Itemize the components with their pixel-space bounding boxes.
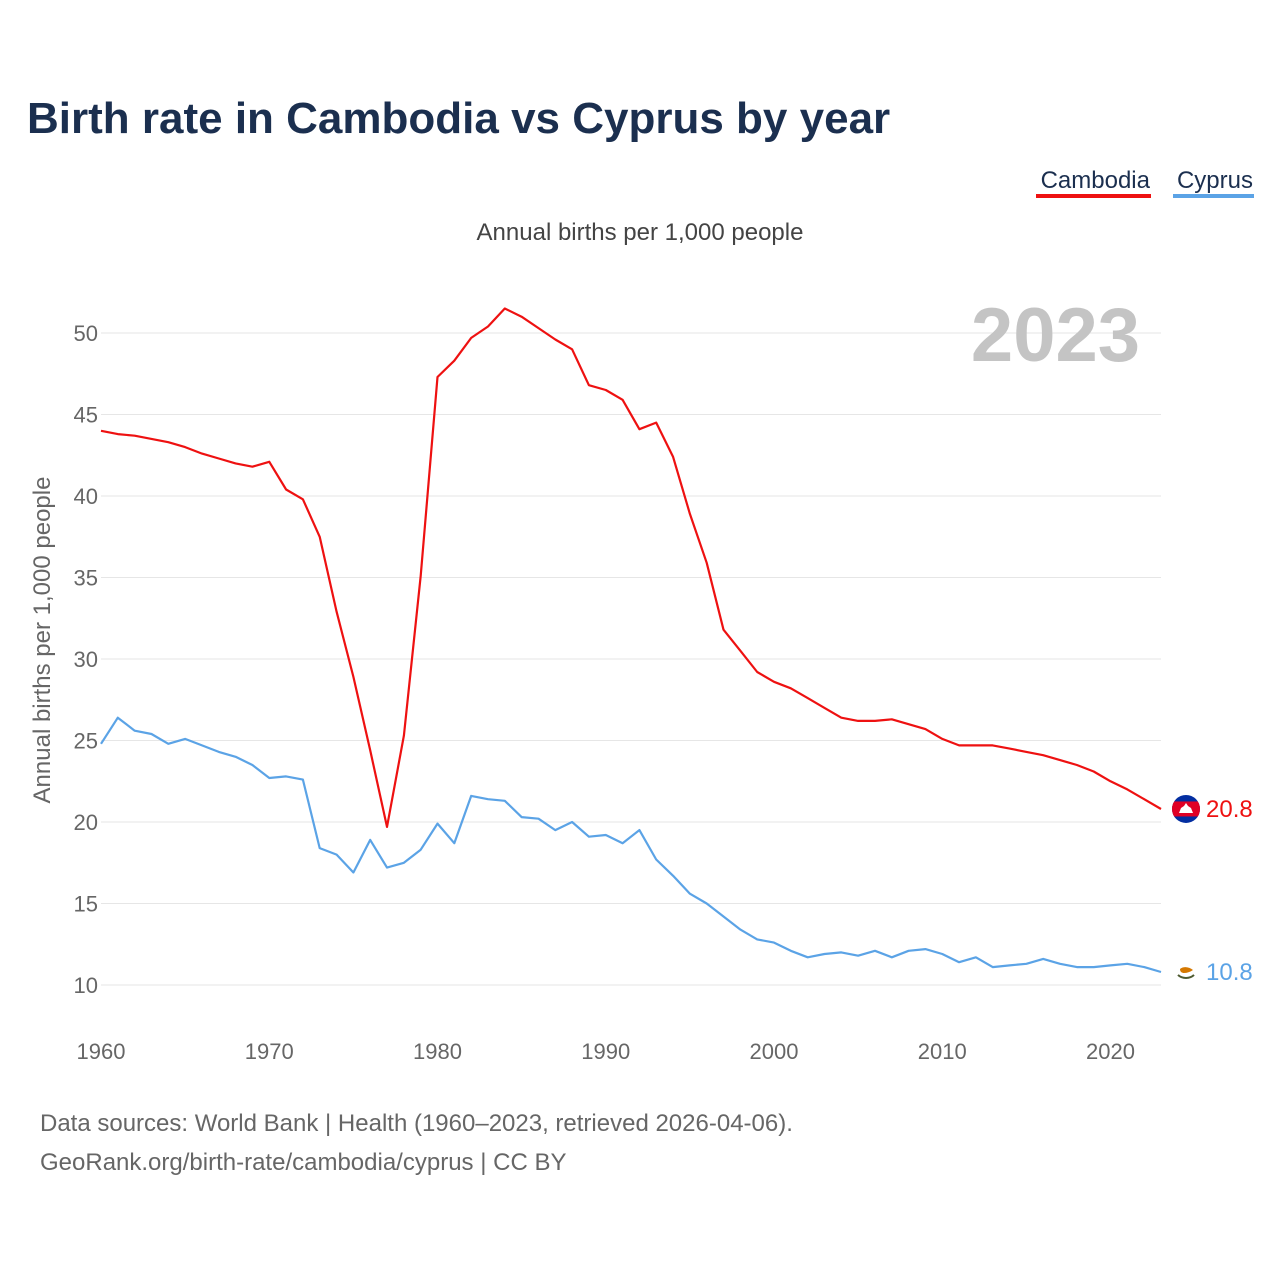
x-tick-1970: 1970 [245,1039,294,1064]
y-axis-ticks: 10 15 20 25 30 35 40 45 50 [74,321,98,998]
x-tick-1980: 1980 [413,1039,462,1064]
x-tick-2000: 2000 [750,1039,799,1064]
x-tick-2010: 2010 [918,1039,967,1064]
y-tick-35: 35 [74,566,98,591]
y-tick-25: 25 [74,729,98,754]
end-marker-cyprus: 10.8 [1172,957,1253,986]
legend: Cambodia Cyprus [1036,167,1254,198]
y-tick-40: 40 [74,484,98,509]
year-watermark: 2023 [971,293,1140,378]
legend-item-cambodia[interactable]: Cambodia [1036,167,1151,198]
cambodia-flag-icon [1172,794,1200,823]
y-axis-label: Annual births per 1,000 people [29,477,56,804]
source-line-1: Data sources: World Bank | Health (1960–… [40,1110,793,1137]
cyprus-flag-icon [1172,957,1200,986]
x-tick-1990: 1990 [581,1039,630,1064]
x-tick-1960: 1960 [77,1039,126,1064]
end-marker-cambodia: 20.8 [1172,794,1253,823]
source-line-2: GeoRank.org/birth-rate/cambodia/cyprus |… [40,1149,566,1176]
y-tick-20: 20 [74,810,98,835]
legend-label-cyprus[interactable]: Cyprus [1177,167,1253,194]
y-tick-30: 30 [74,647,98,672]
legend-item-cyprus[interactable]: Cyprus [1173,167,1254,198]
legend-swatch-cyprus [1173,194,1254,198]
series-line-cyprus [100,716,1162,974]
y-tick-15: 15 [74,892,98,917]
x-tick-2020: 2020 [1086,1039,1135,1064]
legend-swatch-cambodia [1036,194,1151,198]
y-tick-45: 45 [74,403,98,428]
series-line-cambodia [100,307,1162,829]
legend-label-cambodia[interactable]: Cambodia [1041,167,1151,194]
y-tick-10: 10 [74,973,98,998]
x-axis-ticks: 1960 1970 1980 1990 2000 2010 2020 [77,1039,1135,1064]
chart-title: Birth rate in Cambodia vs Cyprus by year [27,94,890,143]
chart-subtitle: Annual births per 1,000 people [477,219,804,246]
gridlines [101,332,1161,986]
y-tick-50: 50 [74,321,98,346]
end-value-cambodia: 20.8 [1206,796,1253,823]
series-lines [100,307,1162,974]
source-notes: Data sources: World Bank | Health (1960–… [40,1110,793,1176]
end-value-cyprus: 10.8 [1206,959,1253,986]
